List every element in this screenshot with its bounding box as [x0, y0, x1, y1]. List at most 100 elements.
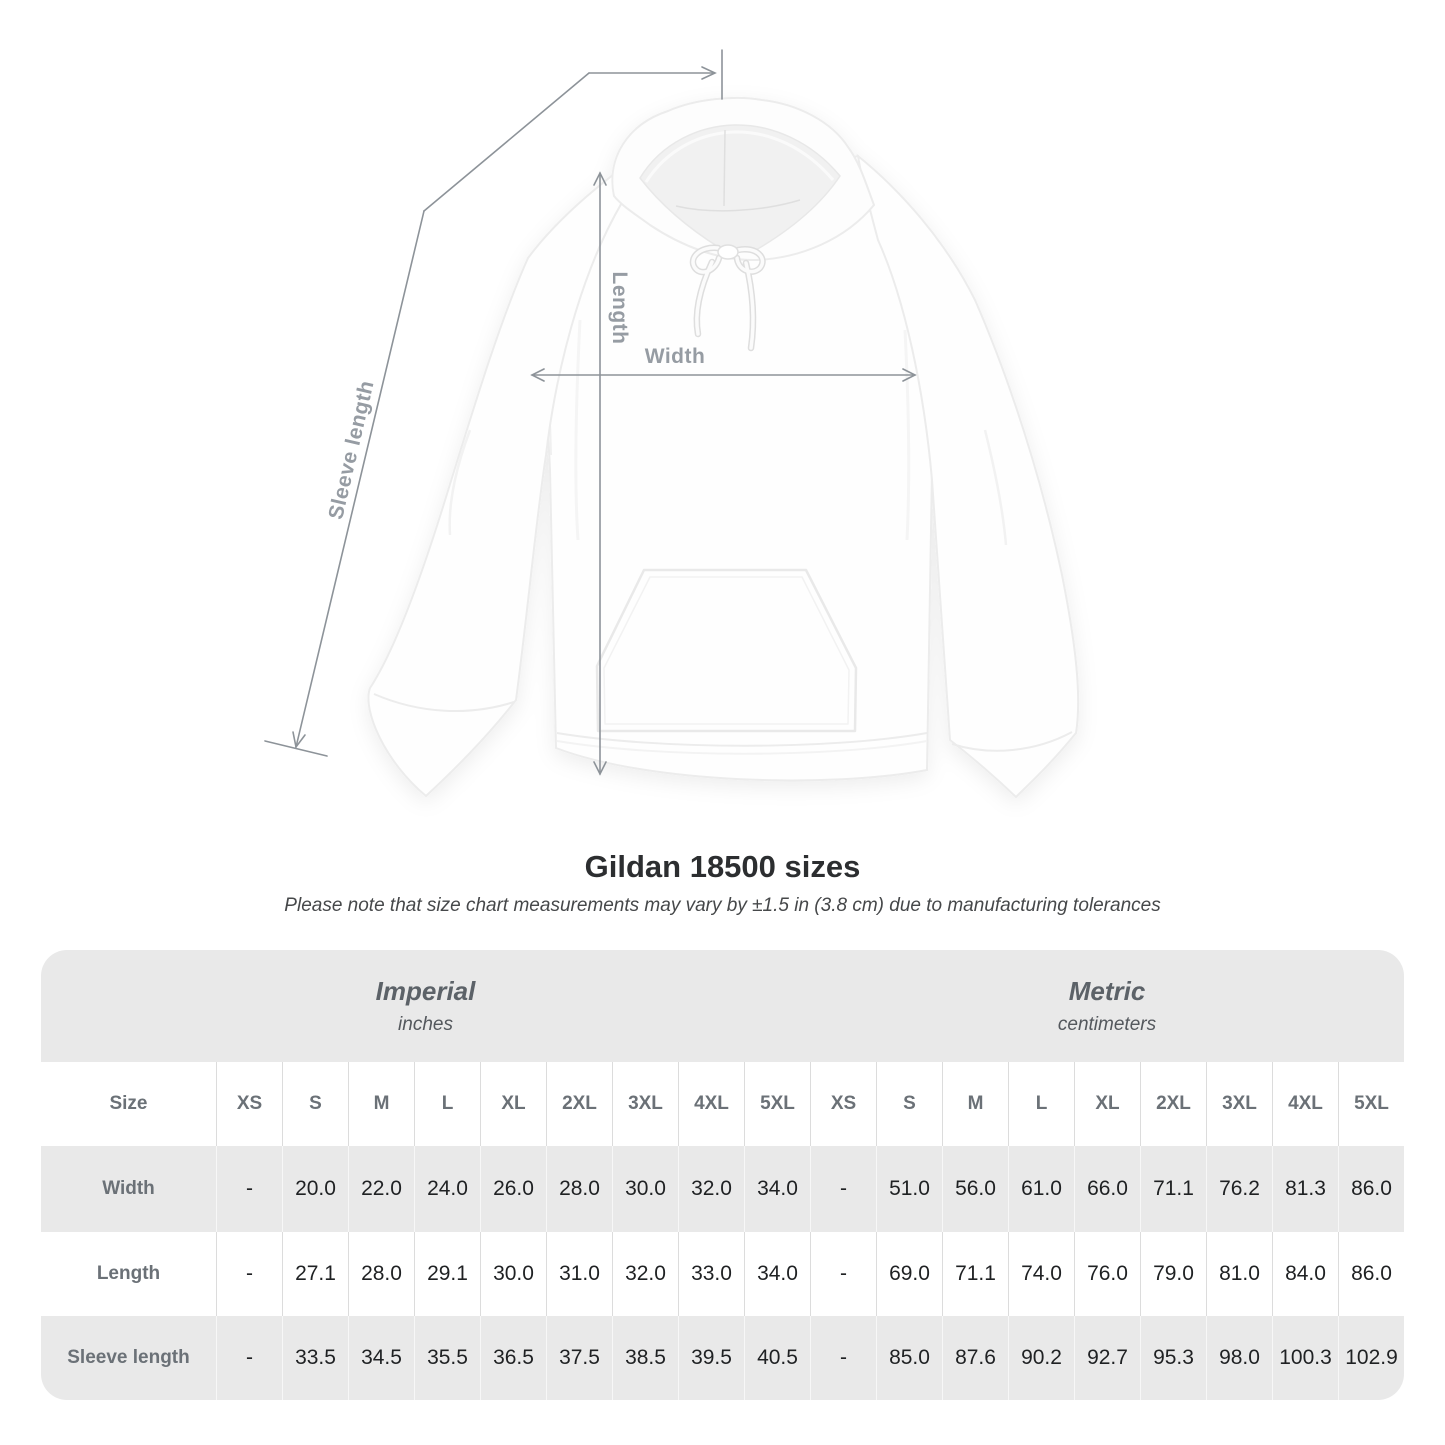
imperial-value: 34.5: [348, 1316, 414, 1400]
metric-value: 95.3: [1140, 1316, 1206, 1400]
imperial-size-col-header: XL: [480, 1062, 546, 1146]
imperial-value: 36.5: [480, 1316, 546, 1400]
metric-value: 86.0: [1338, 1232, 1404, 1316]
row-label: Sleeve length: [67, 1347, 190, 1368]
metric-value: 85.0: [876, 1316, 942, 1400]
imperial-value: 31.0: [546, 1232, 612, 1316]
imperial-size-col-header: 2XL: [546, 1062, 612, 1146]
tolerance-note: Please note that size chart measurements…: [284, 895, 1161, 916]
imperial-size-col-header: L: [414, 1062, 480, 1146]
imperial-value: 33.5: [282, 1316, 348, 1400]
imperial-value: 30.0: [480, 1232, 546, 1316]
metric-size-col-header: 3XL: [1206, 1062, 1272, 1146]
metric-value: 84.0: [1272, 1232, 1338, 1316]
metric-size-col-header: L: [1008, 1062, 1074, 1146]
size-table: Imperial inches Metric centimeters Size X…: [41, 950, 1404, 1400]
metric-value: 92.7: [1074, 1316, 1140, 1400]
imperial-value: 37.5: [546, 1316, 612, 1400]
imperial-value: 28.0: [348, 1232, 414, 1316]
table-row: Width -20.0 22.0 24.0 26.0 28.0 30.0 32.0 34.0-5…: [41, 1146, 1404, 1232]
table-row: Length -27.1 28.0 29.1 30.0 31.0 32.0 33.0 34.0-…: [41, 1232, 1404, 1316]
metric-value: -: [810, 1316, 876, 1400]
imperial-value: 33.0: [678, 1232, 744, 1316]
imperial-value: 34.0: [744, 1232, 810, 1316]
imperial-unit-label: inches: [398, 1014, 453, 1035]
table-row: Sleeve length -33.5 34.5 35.5 36.5 37.5 38.5 39…: [41, 1316, 1404, 1400]
imperial-value: -: [216, 1316, 282, 1400]
metric-value: 74.0: [1008, 1232, 1074, 1316]
page-title: Gildan 18500 sizes: [584, 849, 861, 884]
metric-value: 100.3: [1272, 1316, 1338, 1400]
metric-value: 81.3: [1272, 1146, 1338, 1232]
imperial-size-col-header: S: [282, 1062, 348, 1146]
width-arrow: [530, 368, 917, 382]
metric-size-col-header: XS: [810, 1062, 876, 1146]
sleeve-length-line: [264, 49, 723, 757]
metric-value: 71.1: [1140, 1146, 1206, 1232]
left-cuff-seam: [373, 693, 515, 712]
metric-value: 102.9: [1338, 1316, 1404, 1400]
kangaroo-pocket: [595, 568, 858, 733]
imperial-value: 38.5: [612, 1316, 678, 1400]
metric-value: 87.6: [942, 1316, 1008, 1400]
imperial-value: 35.5: [414, 1316, 480, 1400]
metric-size-col-header: 5XL: [1338, 1062, 1404, 1146]
imperial-value: 32.0: [612, 1232, 678, 1316]
metric-value: -: [810, 1146, 876, 1232]
metric-value: 66.0: [1074, 1146, 1140, 1232]
imperial-value: 30.0: [612, 1146, 678, 1232]
metric-value: -: [810, 1232, 876, 1316]
size-header-row: Size XS S M L XL 2XL 3XL 4XL 5XL XS S M L XL 2XL 3XL 4XL 5…: [41, 1062, 1404, 1146]
imperial-value: 32.0: [678, 1146, 744, 1232]
imperial-size-col-header: 4XL: [678, 1062, 744, 1146]
metric-value: 81.0: [1206, 1232, 1272, 1316]
hem-seam: [556, 732, 928, 747]
metric-size-col-header: XL: [1074, 1062, 1140, 1146]
measurement-lines: [264, 49, 917, 776]
size-header-label: Size: [109, 1093, 148, 1114]
imperial-value: 24.0: [414, 1146, 480, 1232]
imperial-size-col-header: 3XL: [612, 1062, 678, 1146]
metric-size-col-header: 2XL: [1140, 1062, 1206, 1146]
hood-drawstrings: [689, 244, 766, 352]
metric-value: 61.0: [1008, 1146, 1074, 1232]
metric-value: 69.0: [876, 1232, 942, 1316]
length-label: Length: [608, 271, 631, 345]
metric-size-col-header: M: [942, 1062, 1008, 1146]
metric-section-header: Metric centimeters: [810, 976, 1404, 1036]
imperial-label: Imperial: [375, 976, 476, 1006]
imperial-section-header: Imperial inches: [41, 976, 810, 1036]
sleeve-length-end-tick: [264, 740, 328, 757]
hood-interior: [639, 124, 841, 251]
metric-label: Metric: [1068, 976, 1146, 1006]
metric-value: 98.0: [1206, 1316, 1272, 1400]
metric-value: 56.0: [942, 1146, 1008, 1232]
metric-value: 79.0: [1140, 1232, 1206, 1316]
row-label: Width: [102, 1178, 155, 1199]
right-cuff-seam: [951, 731, 1073, 752]
hoodie-illustration: [367, 96, 1080, 799]
width-label: Width: [644, 345, 706, 368]
metric-value: 51.0: [876, 1146, 942, 1232]
metric-value: 90.2: [1008, 1316, 1074, 1400]
metric-size-col-header: 4XL: [1272, 1062, 1338, 1146]
hoodie-measurement-diagram: [264, 49, 1080, 799]
imperial-value: -: [216, 1232, 282, 1316]
metric-size-col-header: S: [876, 1062, 942, 1146]
imperial-size-col-header: XS: [216, 1062, 282, 1146]
imperial-value: 29.1: [414, 1232, 480, 1316]
imperial-value: 28.0: [546, 1146, 612, 1232]
right-sleeve: [856, 153, 1080, 799]
imperial-value: 40.5: [744, 1316, 810, 1400]
imperial-value: 34.0: [744, 1146, 810, 1232]
metric-value: 71.1: [942, 1232, 1008, 1316]
unit-band: Imperial inches Metric centimeters: [41, 950, 1404, 1062]
row-label: Length: [96, 1263, 161, 1284]
imperial-value: 26.0: [480, 1146, 546, 1232]
imperial-value: 39.5: [678, 1316, 744, 1400]
imperial-value: -: [216, 1146, 282, 1232]
table-rows: Width -20.0 22.0 24.0 26.0 28.0 30.0 32.0 34.0-5…: [41, 1146, 1404, 1400]
metric-value: 76.0: [1074, 1232, 1140, 1316]
metric-value: 86.0: [1338, 1146, 1404, 1232]
